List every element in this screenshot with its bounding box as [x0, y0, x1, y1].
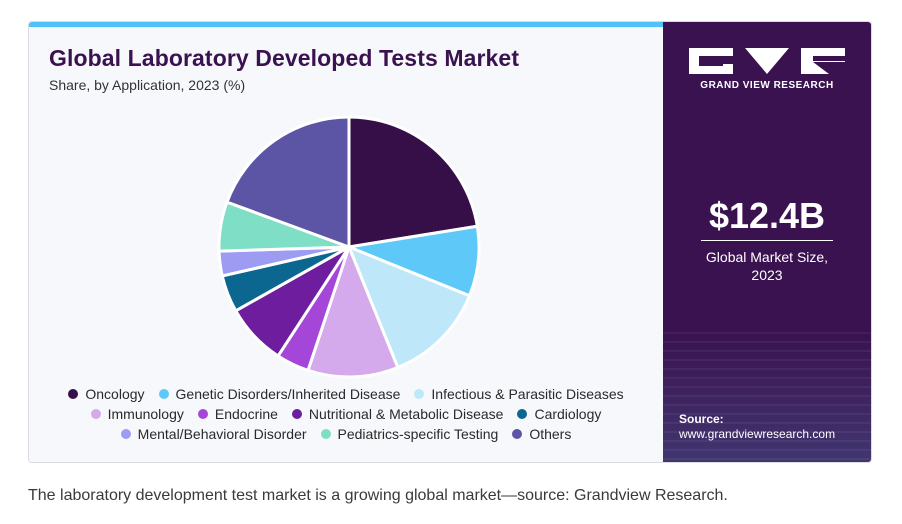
legend-swatch [320, 429, 331, 439]
market-size-label-line2: 2023 [751, 267, 783, 283]
legend-label: Nutritional & Metabolic Disease [308, 406, 504, 422]
accent-bar [29, 22, 663, 27]
legend-item: Nutritional & Metabolic Disease [291, 406, 504, 422]
legend-item: Oncology [68, 386, 145, 402]
legend-item: Genetic Disorders/Inherited Disease [158, 386, 401, 402]
legend-label: Pediatrics-specific Testing [337, 426, 499, 442]
legend-item: Others [512, 426, 571, 442]
legend-label: Genetic Disorders/Inherited Disease [175, 386, 401, 402]
legend-swatch [197, 409, 208, 419]
source-block: Source: www.grandviewresearch.com [679, 412, 835, 442]
legend-swatch [414, 389, 425, 399]
legend-label: Oncology [85, 386, 145, 402]
legend-item: Endocrine [197, 406, 278, 422]
legend-swatch [158, 389, 169, 399]
market-size-label-line1: Global Market Size, [705, 249, 829, 265]
legend-label: Cardiology [534, 406, 602, 422]
summary-panel: GRAND VIEW RESEARCH $12.4B Global Market… [663, 22, 871, 462]
legend-row: Immunology Endocrine Nutritional & Metabol… [29, 404, 663, 424]
source-url[interactable]: www.grandviewresearch.com [679, 427, 836, 441]
chart-legend: Oncology Genetic Disorders/Inherited Dise… [29, 384, 663, 444]
chart-subtitle: Share, by Application, 2023 (%) [49, 77, 246, 93]
divider [701, 240, 833, 241]
source-label: Source: [679, 412, 724, 426]
legend-swatch [517, 409, 528, 419]
legend-item: Cardiology [517, 406, 601, 422]
legend-row: Oncology Genetic Disorders/Inherited Dise… [29, 384, 663, 404]
image-caption: The laboratory development test market i… [28, 487, 728, 504]
chart-panel: Global Laboratory Developed Tests Market… [29, 27, 663, 462]
market-size-label: Global Market Size, 2023 [663, 248, 871, 284]
pie-slice-infectious-parasitic-diseases [347, 245, 471, 369]
legend-swatch [291, 409, 302, 419]
pie-slice-immunology [306, 245, 400, 379]
legend-label: Infectious & Parasitic Diseases [431, 386, 624, 402]
legend-row: Mental/Behavioral Disorder Pediatrics-spe… [29, 424, 663, 444]
infographic-card: Global Laboratory Developed Tests Market… [28, 21, 872, 463]
grand-view-research-logo-icon [689, 48, 845, 74]
legend-swatch [120, 429, 131, 439]
pie-chart [217, 115, 481, 379]
legend-label: Immunology [107, 406, 184, 422]
legend-item: Infectious & Parasitic Diseases [414, 386, 624, 402]
pie-slice-oncology [347, 115, 479, 249]
legend-swatch [90, 409, 101, 419]
legend-label: Endocrine [214, 406, 278, 422]
decorative-grid [663, 332, 871, 462]
pie-slice-others [225, 115, 351, 249]
legend-item: Pediatrics-specific Testing [320, 426, 499, 442]
legend-label: Others [529, 426, 572, 442]
legend-swatch [68, 389, 79, 399]
legend-label: Mental/Behavioral Disorder [137, 426, 307, 442]
brand-name: GRAND VIEW RESEARCH [700, 80, 834, 91]
market-size-value: $12.4B [708, 195, 826, 236]
legend-item: Immunology [90, 406, 184, 422]
chart-title: Global Laboratory Developed Tests Market [49, 45, 520, 71]
legend-item: Mental/Behavioral Disorder [120, 426, 307, 442]
legend-swatch [512, 429, 523, 439]
